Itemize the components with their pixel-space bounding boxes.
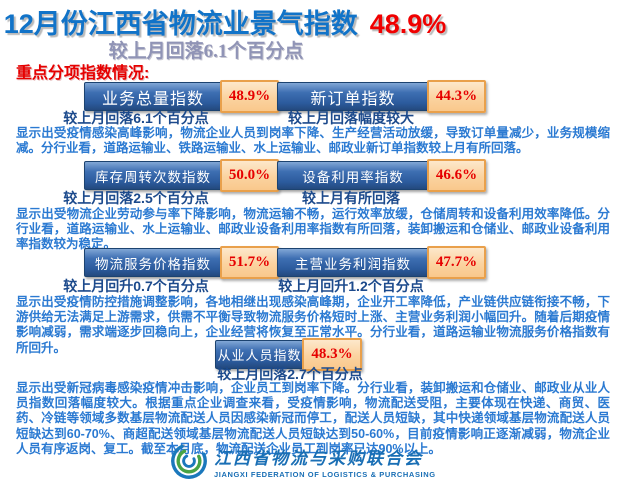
index-value-equipment-utilization: 46.6% [427, 159, 486, 192]
footer-org-names: 江西省物流与采购联合会 JIANGXI FEDERATION OF LOGIST… [214, 444, 436, 479]
trend-business-volume: 较上月回落6.1个百分点 [63, 110, 209, 126]
index-pill-employees: 从业人员指数 [215, 340, 304, 369]
analysis-section-4: 显示出受新冠病毒感染疫情冲击影响，企业员工到岗率下降。分行业看，装卸搬运和仓储业… [16, 381, 610, 456]
index-value-new-orders: 44.3% [427, 80, 486, 113]
trend-employees: 较上月回落2.7个百分点 [217, 366, 363, 382]
federation-logo-icon [171, 444, 207, 479]
page-title: 12月份江西省物流业景气指数 48.9% [0, 2, 450, 41]
index-pill-business-volume: 业务总量指数 [84, 82, 222, 111]
index-value-employees: 48.3% [302, 338, 362, 371]
trend-main-business-profit: 较上月回升1.2个百分点 [278, 278, 424, 294]
section-label: 重点分项指数情况: [16, 65, 150, 82]
index-value-main-business-profit: 47.7% [427, 246, 486, 279]
index-value-business-volume: 48.9% [220, 80, 279, 113]
index-pill-main-business-profit: 主营业务利润指数 [277, 248, 429, 277]
index-row-4: 从业人员指数 48.3% [0, 338, 622, 372]
analysis-section-1: 显示出受疫情感染高峰影响，物流企业人员到岗率下降、生产经营活动放缓，导致订单量减… [16, 126, 610, 156]
trend-service-price: 较上月回升0.7个百分点 [63, 278, 209, 294]
trend-inventory-turnover: 较上月回落2.5个百分点 [63, 190, 209, 206]
page-subtitle: 较上月回落6.1个百分点 [108, 41, 304, 62]
index-pill-service-price: 物流服务价格指数 [84, 248, 222, 277]
trend-new-orders: 较上月回落幅度较大 [288, 110, 414, 126]
index-value-inventory-turnover: 50.0% [220, 159, 279, 192]
index-row-1: 业务总量指数 48.9% 新订单指数 44.3% [0, 80, 622, 114]
index-value-service-price: 51.7% [220, 246, 279, 279]
index-row-2: 库存周转次数指数 50.0% 设备利用率指数 46.6% [0, 159, 622, 193]
analysis-section-2: 显示出受物流企业劳动参与率下降影响，物流运输不畅，运行效率放缓，仓储周转和设备利… [16, 207, 610, 252]
page-title-text: 12月份江西省物流业景气指数 [3, 9, 358, 39]
trend-equipment-utilization: 较上月有所回落 [302, 190, 400, 206]
index-pill-new-orders: 新订单指数 [277, 82, 429, 111]
org-name-chinese: 江西省物流与采购联合会 [214, 448, 423, 468]
analysis-section-3: 显示出受疫情防控措施调整影响，各地相继出现感染高峰期，企业开工率降低，产业链供应… [16, 295, 610, 355]
index-row-3: 物流服务价格指数 51.7% 主营业务利润指数 47.7% [0, 246, 622, 280]
index-pill-equipment-utilization: 设备利用率指数 [277, 161, 429, 190]
org-name-english: JIANGXI FEDERATION OF LOGISTICS & PURCHA… [214, 469, 436, 479]
footer-branding: 江西省物流与采购联合会 JIANGXI FEDERATION OF LOGIST… [170, 443, 436, 479]
headline-index-value: 48.9% [369, 9, 447, 39]
index-pill-inventory-turnover: 库存周转次数指数 [84, 161, 222, 190]
